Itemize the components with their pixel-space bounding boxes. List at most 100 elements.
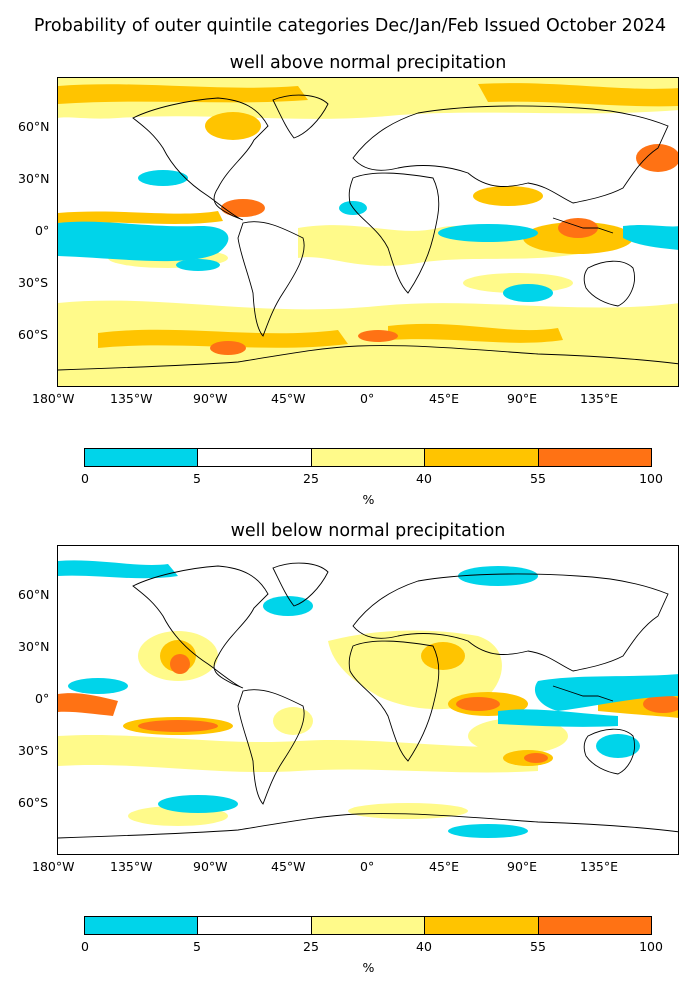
lat-label-60s-above: 60°S (18, 327, 49, 342)
map-below (57, 545, 679, 855)
field-cyan-na (138, 170, 188, 186)
field-cyan-wpac (534, 674, 678, 711)
field-orange-so (98, 329, 348, 348)
field-yellow-south-am (273, 707, 313, 735)
lon-label-135w-above: 135°W (110, 391, 153, 406)
lon-label-45e-above: 45°E (429, 391, 460, 406)
colorbar-seg-0-5 (85, 449, 199, 466)
field-cyan-sa (176, 259, 220, 271)
colorbar-tick-below-25: 25 (303, 939, 319, 954)
field-cyan-atl (263, 596, 313, 616)
field-cyan-nc (458, 566, 538, 586)
map-below-svg (58, 560, 678, 839)
coast-antarctica (58, 345, 678, 371)
colorbar-tick-below-0: 0 (81, 939, 89, 954)
coast-australia-2 (583, 728, 635, 775)
field-red-caribbean (221, 199, 265, 217)
colorbar-tick-above-5: 5 (193, 471, 201, 486)
colorbar-seg-40-55 (425, 917, 539, 934)
coast-africa (348, 172, 440, 294)
coast-greenland-2 (272, 562, 329, 607)
coast-australia (583, 260, 635, 307)
field-red-aus (524, 753, 548, 763)
colorbar-tick-above-100: 100 (639, 471, 663, 486)
lon-label-135w-below: 135°W (110, 859, 153, 874)
field-orange-north (58, 84, 308, 104)
field-yellow-so2 (348, 803, 468, 819)
lon-label-90w-above: 90°W (193, 391, 228, 406)
colorbar-seg-55-100 (538, 449, 652, 466)
lon-label-135e-below: 135°E (580, 859, 619, 874)
field-orange-itcz (58, 211, 223, 224)
coast-north-america-2 (132, 565, 269, 689)
field-yellow-sub (58, 734, 538, 773)
colorbar-seg-40-55 (425, 449, 539, 466)
field-red-pac (58, 693, 118, 716)
lat-label-30n-below: 30°N (18, 639, 50, 654)
lon-label-90w-below: 90°W (193, 859, 228, 874)
lon-label-0-below: 0° (360, 859, 375, 874)
field-cyan-so2 (448, 824, 528, 838)
coast-antarctica-2 (58, 813, 678, 839)
field-cyan-north (58, 560, 178, 579)
lon-label-135e-above: 135°E (580, 391, 619, 406)
lat-label-30s-above: 30°S (18, 275, 49, 290)
colorbar-tick-above-40: 40 (416, 471, 432, 486)
colorbar-seg-55-100 (538, 917, 652, 934)
lat-label-60s-below: 60°S (18, 795, 49, 810)
lat-label-eq-above: 0° (35, 223, 50, 238)
lat-label-30s-below: 30°S (18, 743, 49, 758)
colorbar-tick-above-25: 25 (303, 471, 319, 486)
lat-label-60n-above: 60°N (18, 119, 50, 134)
field-red-ind (456, 697, 500, 711)
lon-label-45w-above: 45°W (271, 391, 306, 406)
field-orange-so2 (388, 323, 563, 343)
field-orange-ind (473, 186, 543, 206)
field-cyan-aus (596, 734, 640, 758)
map-above-svg (58, 78, 678, 386)
field-red-so (358, 330, 398, 342)
colorbar-unit-below: % (362, 960, 375, 975)
lat-label-60n-below: 60°N (18, 587, 50, 602)
lon-label-90e-above: 90°E (507, 391, 538, 406)
colorbar-below (84, 916, 652, 935)
colorbar-seg-0-5 (85, 917, 199, 934)
field-orange-north2 (478, 83, 678, 107)
coast-indonesia (552, 217, 614, 234)
coast-north-america (132, 97, 269, 221)
coast-greenland (272, 94, 329, 139)
field-cyan-indo (498, 709, 618, 727)
prob-field-below (58, 560, 678, 838)
field-cyan-so (158, 795, 238, 813)
lon-label-45w-below: 45°W (271, 859, 306, 874)
field-red-east-pac (138, 720, 218, 732)
field-yellow-ind (468, 718, 568, 754)
field-orange-arabia (421, 642, 465, 670)
field-cyan-ind (438, 224, 538, 242)
field-cyan-pac (58, 221, 229, 262)
panel-title-above: well above normal precipitation (229, 53, 507, 73)
colorbar-tick-below-55: 55 (530, 939, 546, 954)
colorbar-tick-below-5: 5 (193, 939, 201, 954)
colorbar-unit-above: % (362, 492, 375, 507)
prob-field-above (58, 78, 678, 386)
field-red-ca (210, 341, 246, 355)
lon-label-180w-below: 180°W (32, 859, 75, 874)
field-cyan-pac (68, 678, 128, 694)
coastlines-below (58, 562, 678, 839)
coast-africa-2 (348, 640, 440, 762)
lon-label-0-above: 0° (360, 391, 375, 406)
colorbar-seg-5-25 (198, 917, 312, 934)
coast-south-america-2 (237, 689, 305, 805)
colorbar-tick-above-55: 55 (530, 471, 546, 486)
coast-south-america (237, 221, 305, 337)
lon-label-45e-below: 45°E (429, 859, 460, 874)
colorbar-seg-5-25 (198, 449, 312, 466)
colorbar-tick-above-0: 0 (81, 471, 89, 486)
field-red-mex (170, 654, 190, 674)
colorbar-tick-below-40: 40 (416, 939, 432, 954)
colorbar-tick-below-100: 100 (639, 939, 663, 954)
lat-label-eq-below: 0° (35, 691, 50, 706)
coast-indonesia-2 (552, 685, 614, 702)
map-above (57, 77, 679, 387)
